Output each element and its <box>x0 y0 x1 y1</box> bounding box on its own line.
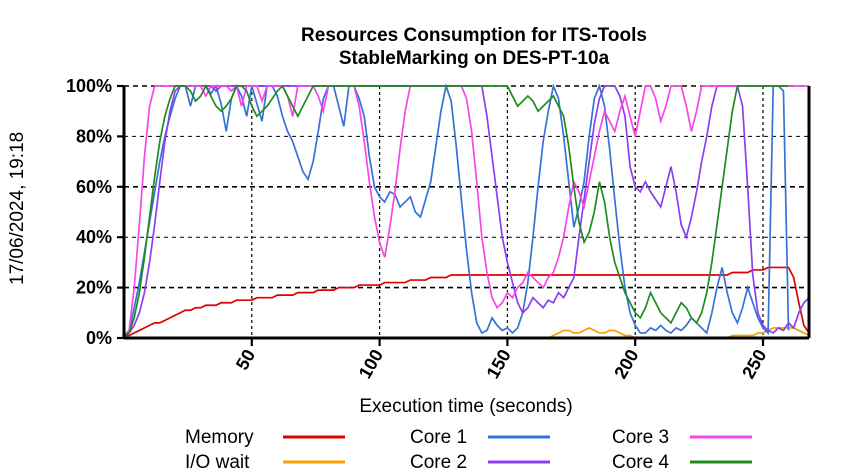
series-line-core-4 <box>124 84 789 337</box>
y-tick-label-60: 60% <box>76 177 112 197</box>
series-lines <box>124 84 809 338</box>
y-axis-caption-group: 17/06/2024, 19:18 <box>7 132 28 285</box>
y-tick-label-40: 40% <box>76 227 112 247</box>
legend-label-i-o-wait: I/O wait <box>185 452 250 473</box>
legend-entry-core-4[interactable]: Core 4 <box>612 452 752 473</box>
legend-label-core-2: Core 2 <box>410 452 467 473</box>
legend-label-core-3: Core 3 <box>612 427 669 448</box>
y-tick-label-20: 20% <box>76 278 112 298</box>
chart-title-line-1: Resources Consumption for ITS-Tools <box>301 25 647 46</box>
legend-entry-memory[interactable]: Memory <box>185 427 345 448</box>
x-axis-title: Execution time (seconds) <box>359 396 572 417</box>
legend-label-core-4: Core 4 <box>612 452 669 473</box>
y-tick-label-100: 100% <box>66 76 112 96</box>
legend-label-memory: Memory <box>185 427 254 448</box>
series-line-memory <box>124 266 809 337</box>
legend-label-core-1: Core 1 <box>410 427 467 448</box>
series-line-core-3 <box>124 84 809 337</box>
legend-entry-core-2[interactable]: Core 2 <box>410 452 550 473</box>
legend-entry-core-3[interactable]: Core 3 <box>612 427 752 448</box>
y-axis-caption: 17/06/2024, 19:18 <box>7 132 28 285</box>
y-tick-label-80: 80% <box>76 126 112 146</box>
legend: Memory Core 1 Core 3 I/O wait Core 2 Core 4 <box>185 427 752 473</box>
vertical-gridlines <box>251 86 764 338</box>
legend-entry-core-1[interactable]: Core 1 <box>410 427 550 448</box>
y-axis-ticks: 0% 20% 40% 60% 80% 100% <box>66 76 124 348</box>
legend-entry-i-o-wait[interactable]: I/O wait <box>185 452 345 473</box>
y-tick-label-0: 0% <box>86 328 112 348</box>
chart-title-line-2: StableMarking on DES-PT-10a <box>339 48 610 69</box>
